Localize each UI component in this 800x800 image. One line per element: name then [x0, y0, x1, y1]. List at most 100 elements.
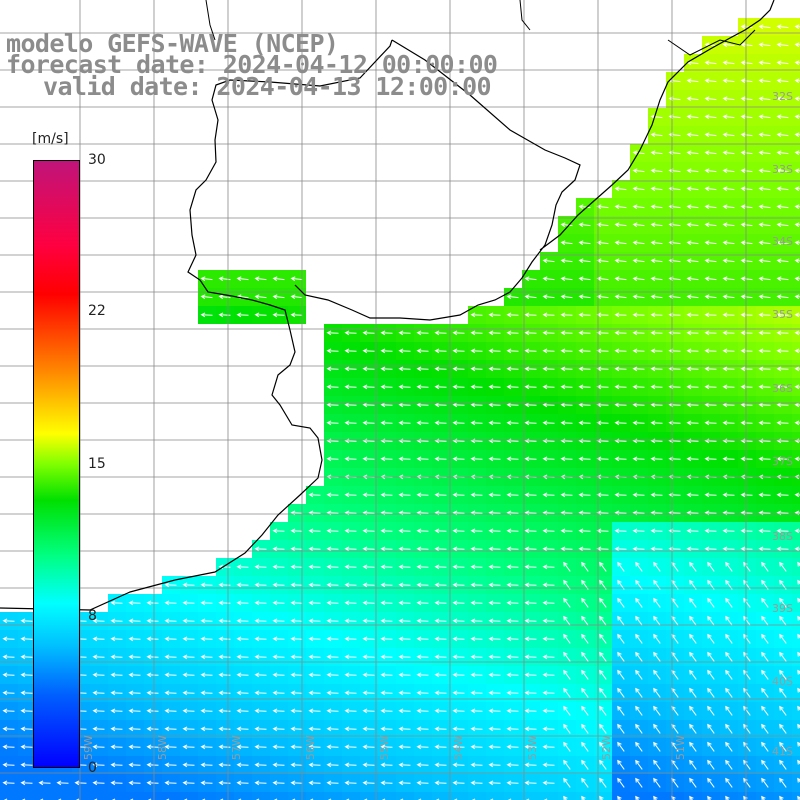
wind-arrow — [308, 636, 321, 642]
wind-arrow — [398, 438, 411, 444]
wind-arrow — [578, 366, 591, 372]
wind-arrow — [470, 366, 483, 372]
wind-arrow — [326, 762, 339, 768]
wind-arrow — [416, 762, 429, 768]
wind-arrow — [398, 384, 411, 390]
wind-arrow — [506, 420, 519, 426]
wind-arrow — [722, 384, 735, 390]
wind-arrow — [344, 546, 357, 552]
wind-arrow — [218, 636, 231, 642]
wind-arrow — [614, 402, 627, 408]
sea-cell — [360, 792, 378, 800]
wind-arrow — [524, 330, 537, 336]
wind-arrow — [740, 402, 753, 408]
wind-arrow — [740, 330, 753, 336]
sea-cell — [90, 792, 108, 800]
wind-arrow — [434, 420, 447, 426]
wind-arrow — [596, 456, 609, 462]
sea-cell — [792, 666, 800, 684]
wind-arrow — [398, 456, 411, 462]
wind-arrow — [470, 672, 483, 678]
sea-cell — [342, 792, 360, 800]
wind-arrow — [308, 654, 321, 660]
wind-arrow — [236, 618, 249, 624]
wind-arrow — [470, 492, 483, 498]
wind-arrow — [722, 294, 735, 300]
wind-arrow — [776, 222, 789, 228]
wind-arrow — [686, 456, 699, 462]
wind-arrow — [344, 330, 357, 336]
wind-arrow — [581, 795, 586, 800]
wind-arrow — [776, 384, 789, 390]
wind-arrow — [110, 618, 123, 624]
wind-arrow — [200, 312, 213, 318]
wind-arrow — [650, 402, 663, 408]
wind-arrow — [632, 546, 645, 552]
wind-arrow — [146, 636, 159, 642]
wind-arrow — [722, 546, 735, 552]
wind-arrow — [704, 276, 717, 282]
wind-arrow — [614, 420, 627, 426]
wind-arrow — [308, 780, 321, 786]
wind-arrow — [758, 24, 771, 30]
wind-arrow — [542, 762, 555, 768]
wind-arrow — [794, 420, 800, 426]
wind-arrow — [308, 528, 321, 534]
wind-arrow — [398, 780, 411, 786]
wind-arrow — [722, 492, 735, 498]
wind-arrow — [524, 312, 537, 318]
wind-arrow — [524, 708, 537, 714]
wind-arrow — [362, 420, 375, 426]
wind-arrow — [200, 690, 213, 696]
wind-arrow — [794, 60, 800, 66]
wind-arrow — [416, 780, 429, 786]
wind-arrow — [740, 222, 753, 228]
wind-arrow — [797, 597, 800, 603]
wind-arrow — [797, 741, 800, 747]
wind-arrow — [794, 402, 800, 408]
wind-arrow — [761, 795, 766, 800]
wind-arrow — [416, 546, 429, 552]
wind-arrow — [416, 528, 429, 534]
wind-arrow — [704, 384, 717, 390]
wind-arrow — [578, 546, 591, 552]
wind-arrow — [2, 780, 15, 786]
wind-arrow — [326, 726, 339, 732]
wind-arrow — [344, 366, 357, 372]
wind-arrow — [380, 744, 393, 750]
wind-arrow — [578, 294, 591, 300]
wind-arrow — [416, 564, 429, 570]
wind-arrow — [326, 672, 339, 678]
wind-arrow — [707, 597, 715, 608]
wind-arrow — [416, 600, 429, 606]
wind-arrow — [218, 654, 231, 660]
wind-arrow — [254, 276, 267, 282]
wind-arrow — [452, 726, 465, 732]
sea-cell — [558, 792, 576, 800]
sea-cell — [630, 792, 648, 800]
wind-arrow — [635, 741, 643, 752]
wind-arrow — [488, 312, 501, 318]
wind-arrow — [707, 687, 715, 698]
wind-arrow — [578, 438, 591, 444]
wind-arrow — [599, 777, 607, 788]
wind-arrow — [398, 600, 411, 606]
wind-arrow — [797, 669, 800, 675]
wind-arrow — [506, 384, 519, 390]
wind-arrow — [686, 420, 699, 426]
wind-arrow — [524, 492, 537, 498]
wind-arrow — [758, 240, 771, 246]
wind-arrow — [506, 438, 519, 444]
wind-arrow — [704, 402, 717, 408]
wind-arrow — [542, 618, 555, 624]
wind-arrow — [689, 687, 697, 698]
wind-arrow — [776, 240, 789, 246]
wind-arrow — [722, 186, 735, 192]
wind-arrow — [542, 744, 555, 750]
wind-arrow — [614, 240, 627, 246]
wind-arrow — [722, 168, 735, 174]
wind-arrow — [254, 582, 267, 588]
wind-arrow — [740, 456, 753, 462]
wind-arrow — [344, 780, 357, 786]
wind-arrow — [146, 780, 159, 786]
